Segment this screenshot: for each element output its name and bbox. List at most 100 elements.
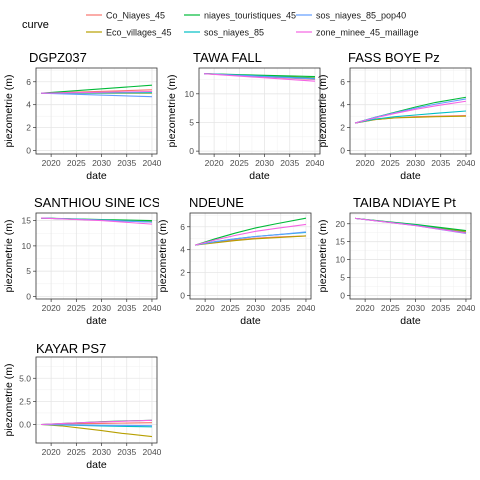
series-group xyxy=(204,73,315,82)
panel-border xyxy=(198,67,321,155)
legend-label: niayes_touristiques_45 xyxy=(204,11,296,21)
panel-background xyxy=(36,357,157,443)
x-tick-label: 2030 xyxy=(92,158,111,168)
x-tick-label: 2025 xyxy=(67,303,86,313)
legend-entry: sos_niayes_85_pop40 xyxy=(296,11,406,21)
y-tick-label: 5 xyxy=(340,273,345,283)
facet-panel: 2020 2025 2030 2035 2040 0.0 2.5 5.0 date piezome… xyxy=(3,341,162,471)
legend-label: Eco_villages_45 xyxy=(106,28,172,38)
panel-title: KAYAR PS7 xyxy=(36,341,106,356)
y-tick-label: 15 xyxy=(22,216,32,226)
x-axis-title: date xyxy=(86,170,107,182)
series-line xyxy=(354,110,467,124)
x-tick-label: 2040 xyxy=(456,158,475,168)
x-tick-label: 2040 xyxy=(305,158,324,168)
series-line xyxy=(354,217,467,234)
panel-border xyxy=(35,356,158,444)
series-group xyxy=(354,217,467,234)
panel-title: DGPZ037 xyxy=(29,50,87,65)
x-tick-label: 2030 xyxy=(406,303,425,313)
panel-title: SANTHIOU SINE ICS05 xyxy=(34,195,175,210)
y-axis-title: piezometrie (m) xyxy=(3,75,15,148)
x-tick-label: 2040 xyxy=(456,303,475,313)
series-line xyxy=(41,90,152,94)
x-tick-label: 2025 xyxy=(67,158,86,168)
panel-background xyxy=(350,68,471,154)
x-axis-title: date xyxy=(86,459,107,471)
x-tick-label: 2020 xyxy=(42,447,61,457)
x-tick-label: 2035 xyxy=(280,158,299,168)
y-axis-title: piezometrie (m) xyxy=(166,75,178,148)
y-tick-label: 6 xyxy=(340,77,345,87)
panel-background xyxy=(190,213,311,299)
y-tick-label: 0 xyxy=(340,290,345,300)
x-tick-label: 2025 xyxy=(381,303,400,313)
y-axis-title: piezometrie (m) xyxy=(3,220,15,293)
y-tick-label: 0 xyxy=(189,146,194,156)
x-tick-label: 2025 xyxy=(221,303,240,313)
series-line xyxy=(204,73,315,82)
legend-label: Co_Niayes_45 xyxy=(106,11,165,21)
y-tick-label: 0 xyxy=(26,291,31,301)
x-tick-label: 2020 xyxy=(42,303,61,313)
x-tick-label: 2030 xyxy=(406,158,425,168)
legend-label: sos_niayes_85_pop40 xyxy=(316,11,406,21)
y-tick-label: 5 xyxy=(26,266,31,276)
x-tick-label: 2020 xyxy=(205,158,224,168)
series-line xyxy=(194,231,307,246)
panel-border xyxy=(35,212,158,300)
facet-panel: 2020 2025 2030 2035 2040 0 2 4 6 date piezometrie … xyxy=(3,50,162,182)
legend-title: curve xyxy=(22,19,49,31)
series-group xyxy=(41,217,152,225)
facet-panel: 2020 2025 2030 2035 2040 0 2 4 6 date piezometrie … xyxy=(317,50,476,182)
y-tick-label: 20 xyxy=(336,219,346,229)
y-tick-label: 6 xyxy=(180,222,185,232)
x-axis-title: date xyxy=(86,315,107,327)
series-group xyxy=(41,84,152,98)
x-tick-label: 2020 xyxy=(196,303,215,313)
y-tick-label: 4 xyxy=(180,245,185,255)
x-tick-label: 2020 xyxy=(356,303,375,313)
y-axis-title: piezometrie (m) xyxy=(157,220,169,293)
x-axis-title: date xyxy=(240,315,261,327)
panel-title: FASS BOYE Pz xyxy=(348,50,440,65)
legend-entry: sos_niayes_85 xyxy=(184,28,264,38)
x-tick-label: 2025 xyxy=(67,447,86,457)
x-tick-label: 2020 xyxy=(42,158,61,168)
x-tick-label: 2035 xyxy=(117,447,136,457)
legend-label: sos_niayes_85 xyxy=(204,28,264,38)
series-line xyxy=(194,235,306,246)
y-tick-label: 10 xyxy=(185,89,195,99)
panel-border xyxy=(35,67,158,155)
x-tick-label: 2040 xyxy=(142,303,161,313)
legend-label: zone_minee_45_maillage xyxy=(316,28,419,38)
x-tick-label: 2030 xyxy=(255,158,274,168)
legend-entry: Eco_villages_45 xyxy=(86,28,172,38)
x-tick-label: 2025 xyxy=(230,158,249,168)
x-tick-label: 2035 xyxy=(431,303,450,313)
y-tick-label: 0 xyxy=(340,146,345,156)
panel-title: TAWA FALL xyxy=(193,50,262,65)
y-tick-label: 2 xyxy=(340,123,345,133)
y-tick-label: 15 xyxy=(336,237,346,247)
y-tick-label: 0.0 xyxy=(19,420,31,430)
series-group xyxy=(354,96,467,124)
series-line xyxy=(194,217,307,246)
x-tick-label: 2040 xyxy=(296,303,315,313)
y-tick-label: 10 xyxy=(22,241,32,251)
y-axis-title: piezometrie (m) xyxy=(317,75,329,148)
x-tick-label: 2035 xyxy=(117,158,136,168)
x-tick-label: 2035 xyxy=(117,303,136,313)
facet-panel: 2020 2025 2030 2035 2040 0 5 10 date piezometrie … xyxy=(166,50,325,182)
y-tick-label: 2 xyxy=(26,123,31,133)
panel-background xyxy=(350,213,471,299)
panel-background xyxy=(36,213,157,299)
y-tick-label: 0 xyxy=(26,146,31,156)
legend: curve Co_Niayes_45 Eco_villages_45 niayes_… xyxy=(22,11,419,38)
series-line xyxy=(41,419,152,426)
series-line xyxy=(41,217,152,225)
y-tick-label: 5 xyxy=(189,117,194,127)
x-axis-title: date xyxy=(249,170,270,182)
x-tick-label: 2035 xyxy=(431,158,450,168)
y-tick-label: 2.5 xyxy=(19,396,31,406)
